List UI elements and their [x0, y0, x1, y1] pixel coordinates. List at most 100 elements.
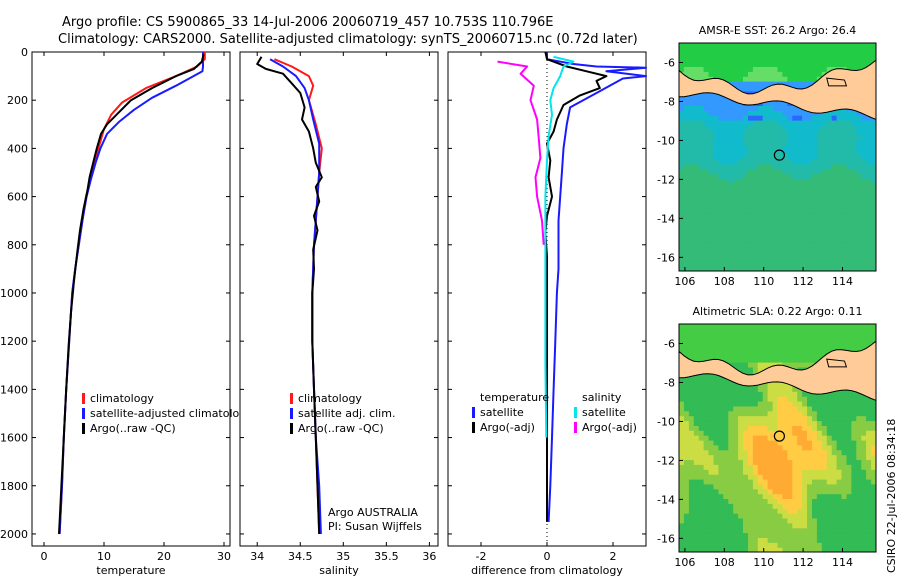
- map-cell: [748, 61, 754, 67]
- map-cell: [718, 188, 724, 194]
- map-cell: [723, 396, 729, 402]
- map-cell: [841, 342, 847, 348]
- map-cell: [723, 327, 729, 334]
- map-cell: [871, 236, 876, 243]
- map-cell: [762, 197, 769, 204]
- map-cell: [679, 425, 685, 431]
- map-cell: [861, 439, 867, 446]
- map-cell: [762, 51, 769, 58]
- map-cell: [693, 76, 700, 82]
- map-cell: [718, 232, 724, 238]
- map-cell: [812, 212, 818, 218]
- map-cell: [743, 251, 749, 257]
- map-cell: [752, 217, 759, 223]
- map-cell: [782, 66, 788, 72]
- map-cell: [698, 439, 705, 446]
- map-cell: [846, 332, 852, 339]
- map-cell: [851, 266, 857, 271]
- map-cell: [851, 474, 857, 480]
- map-cell: [743, 61, 749, 67]
- map-cell: [816, 232, 823, 238]
- map-cell: [693, 488, 700, 495]
- map-cell: [733, 517, 739, 524]
- map-cell: [762, 332, 769, 339]
- map-cell: [743, 547, 749, 552]
- map-cell: [752, 537, 759, 543]
- map-cell: [679, 115, 685, 121]
- map-cell: [693, 256, 700, 262]
- map-cell: [777, 51, 783, 58]
- map-cell: [718, 139, 724, 145]
- map-cell: [718, 347, 724, 353]
- map-cell: [679, 197, 685, 204]
- map-cell: [693, 337, 700, 344]
- map-cell: [688, 51, 695, 58]
- map-cell: [821, 43, 828, 48]
- map-cell: [802, 415, 808, 422]
- map-cell: [698, 469, 705, 475]
- map-cell: [812, 236, 818, 243]
- series-line-2: [544, 55, 575, 438]
- legend-swatch: [472, 422, 475, 433]
- map-cell: [713, 95, 719, 102]
- map-cell: [748, 43, 754, 48]
- map-cell: [748, 183, 754, 189]
- map-cell: [802, 76, 808, 82]
- map-cell: [743, 217, 749, 223]
- map-cell: [723, 415, 729, 422]
- map-cell: [851, 396, 857, 402]
- map-cell: [851, 61, 857, 67]
- map-cell: [767, 386, 774, 392]
- map-cell: [688, 236, 695, 243]
- map-cell: [782, 227, 788, 233]
- map-cell: [688, 256, 695, 262]
- map-cell: [723, 381, 729, 387]
- map-cell: [728, 227, 734, 233]
- map-cell: [708, 352, 714, 358]
- map-cell: [698, 202, 705, 209]
- map-cell: [703, 134, 710, 141]
- map-cell: [772, 459, 779, 465]
- map-cell: [757, 522, 764, 529]
- map-cell: [693, 110, 700, 116]
- map-cell: [846, 217, 852, 223]
- map-cell: [718, 241, 724, 248]
- map-cell: [713, 232, 719, 238]
- map-cell: [792, 236, 798, 243]
- map-cell: [782, 139, 788, 145]
- map-cell: [836, 547, 843, 552]
- map-cell: [743, 337, 749, 344]
- map-cell: [698, 483, 705, 490]
- map-cell: [812, 420, 818, 426]
- map-cell: [846, 391, 852, 397]
- map-cell: [807, 464, 813, 470]
- map-cell: [723, 391, 729, 397]
- map-cell: [752, 366, 759, 373]
- map-cell: [772, 464, 779, 470]
- map-cell: [679, 415, 685, 422]
- map-cell: [767, 197, 774, 204]
- map-cell: [679, 532, 685, 538]
- map-cell: [831, 337, 838, 344]
- map-cell: [821, 227, 828, 233]
- map-cell: [752, 362, 759, 368]
- map-cell: [866, 144, 872, 150]
- map-cell: [831, 474, 838, 480]
- map-cell: [846, 347, 852, 353]
- map-cell: [723, 115, 729, 121]
- map-cell: [752, 469, 759, 475]
- y-tick-label: -6: [664, 56, 675, 69]
- map-cell: [861, 188, 867, 194]
- map-cell: [733, 197, 739, 204]
- map-cell: [846, 513, 852, 519]
- map-cell: [821, 120, 828, 126]
- map-cell: [807, 66, 813, 72]
- map-cell: [708, 251, 714, 257]
- map-cell: [723, 435, 729, 441]
- map-cell: [772, 478, 779, 485]
- map-cell: [683, 266, 690, 271]
- map-cell: [693, 547, 700, 552]
- map-cell: [743, 232, 749, 238]
- map-cell: [713, 246, 719, 253]
- legend-item: Argo(..raw -QC): [298, 422, 384, 435]
